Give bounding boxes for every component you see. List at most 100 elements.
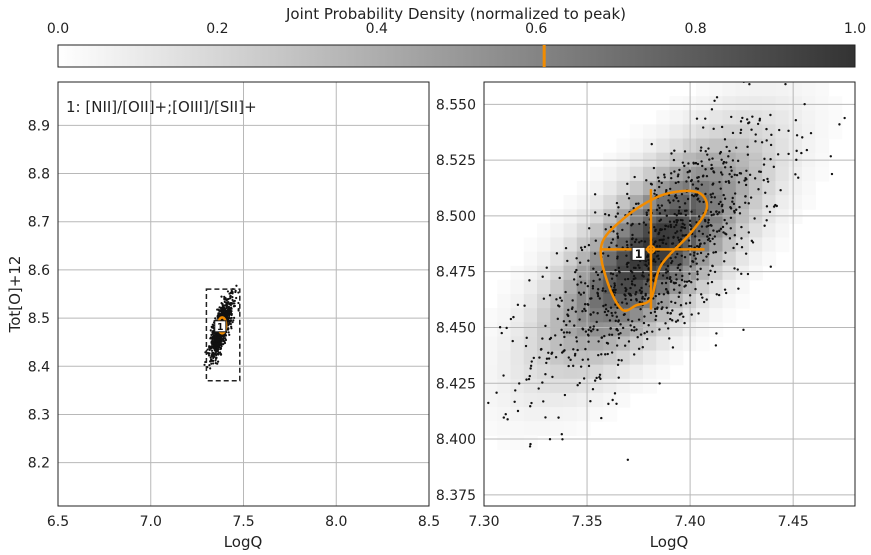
cloud-point	[711, 183, 714, 186]
cloud-point	[692, 254, 696, 257]
cloud-point	[683, 150, 687, 153]
heat-cell	[722, 82, 737, 97]
cloud-point	[676, 219, 679, 222]
cloud-point	[632, 353, 636, 356]
cloud-point	[595, 270, 598, 274]
cloud-point	[229, 306, 233, 309]
colorbar-tick-label: 0.2	[206, 21, 228, 37]
heat-cell	[749, 124, 763, 140]
cloud-point	[617, 206, 620, 209]
cloud-point	[616, 329, 619, 332]
cloud-point	[713, 99, 716, 102]
cloud-point	[658, 219, 661, 223]
cloud-point	[222, 339, 225, 342]
cloud-point	[725, 145, 728, 149]
heat-cell	[696, 251, 710, 267]
heat-cell	[563, 421, 578, 436]
cloud-point	[613, 392, 617, 395]
heat-cell	[576, 294, 591, 309]
cloud-point	[691, 183, 695, 186]
cloud-point	[603, 310, 607, 314]
cloud-point	[683, 226, 687, 230]
cloud-point	[710, 280, 714, 284]
cloud-point	[674, 320, 678, 323]
cloud-point	[711, 192, 715, 195]
heat-cell	[722, 265, 737, 281]
cloud-point	[225, 298, 228, 302]
cloud-point	[671, 319, 674, 322]
cloud-point	[567, 364, 570, 368]
cloud-point	[688, 279, 691, 283]
cloud-point	[683, 164, 686, 168]
left-panel: 1 1: [NII]/[OII]+;[OIII]/[SII]+ 6.5 7.0 7.…	[6, 81, 440, 551]
cloud-point	[216, 342, 219, 346]
heat-cell	[603, 308, 618, 323]
left-grid	[58, 82, 429, 506]
cloud-point	[619, 323, 622, 326]
cloud-point	[556, 304, 560, 307]
cloud-point	[680, 193, 684, 196]
cloud-point	[616, 232, 619, 235]
cloud-point	[686, 170, 689, 174]
cloud-point	[554, 334, 557, 337]
heat-cell	[523, 435, 538, 451]
cloud-point	[653, 310, 657, 314]
cloud-point	[529, 442, 532, 446]
cloud-point	[681, 234, 684, 237]
cloud-point	[772, 165, 776, 169]
cloud-point	[705, 255, 708, 258]
cloud-point	[724, 180, 728, 183]
cloud-point	[562, 524, 564, 526]
cloud-point	[618, 271, 621, 274]
heat-cell	[510, 336, 525, 352]
cloud-point	[614, 215, 618, 218]
cloud-point	[723, 218, 726, 222]
heat-cell	[629, 336, 644, 352]
cloud-point	[601, 289, 604, 292]
cloud-point	[681, 222, 684, 225]
cloud-point	[635, 238, 638, 241]
cloud-point	[579, 246, 583, 249]
x-tick-label: 6.5	[47, 514, 69, 530]
cloud-point	[233, 316, 236, 319]
cloud-point	[696, 272, 699, 276]
cloud-point	[530, 360, 533, 363]
cloud-point	[688, 294, 692, 297]
cloud-point	[614, 311, 617, 314]
heat-cell	[762, 82, 777, 97]
heat-cell	[523, 237, 538, 253]
left-y-axis-label: Tot[O]+12	[6, 256, 24, 334]
cloud-point	[572, 348, 575, 351]
cloud-point	[681, 226, 685, 229]
cloud-point	[700, 146, 703, 149]
cloud-point	[696, 198, 699, 201]
cloud-point	[753, 177, 757, 180]
cloud-point	[715, 332, 718, 335]
heat-cell	[590, 279, 604, 295]
cloud-point	[224, 333, 227, 336]
cloud-point	[212, 356, 215, 359]
heat-cell	[563, 392, 578, 408]
heat-cell	[523, 294, 538, 309]
heat-cell	[669, 350, 684, 366]
cloud-point	[740, 225, 743, 229]
cloud-point	[579, 365, 583, 368]
cloud-point	[616, 257, 619, 260]
cloud-point	[502, 374, 505, 377]
cloud-point	[663, 209, 667, 212]
cloud-point	[678, 284, 681, 287]
cloud-point	[696, 278, 699, 281]
heat-cell	[550, 209, 565, 224]
heat-cell	[523, 407, 538, 422]
cloud-point	[677, 238, 681, 242]
cloud-point	[668, 277, 672, 281]
cloud-point	[670, 176, 673, 180]
cloud-point	[642, 275, 645, 278]
heat-cell	[563, 336, 578, 352]
cloud-point	[537, 387, 540, 390]
heat-cell	[510, 294, 525, 309]
cloud-point	[676, 252, 679, 256]
heat-cell	[563, 251, 578, 267]
cloud-point	[567, 314, 570, 318]
cloud-point	[776, 153, 780, 156]
